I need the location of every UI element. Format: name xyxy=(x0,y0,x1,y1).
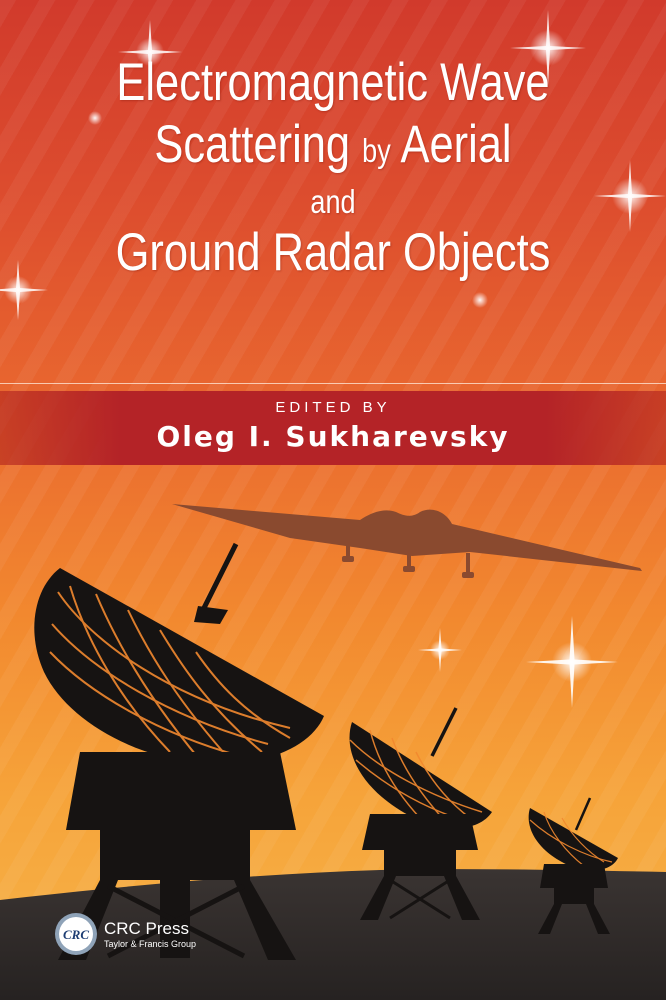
stealth-bomber-icon xyxy=(172,504,642,578)
edited-by-label: EDITED BY xyxy=(275,399,391,416)
title-line-4: Ground Radar Objects xyxy=(115,223,551,282)
sparkle-icon-8 xyxy=(88,111,102,125)
title-word-aerial: Aerial xyxy=(400,115,512,174)
sparkle-icon-2 xyxy=(510,10,586,86)
sparkle-icon-6 xyxy=(418,628,462,672)
sparkle-icon-1 xyxy=(118,20,182,84)
publisher-group: Taylor & Francis Group xyxy=(104,938,197,949)
title-divider xyxy=(0,383,666,384)
title-line-2: Scattering by Aerial xyxy=(60,114,606,182)
sparkle-icon-5 xyxy=(526,616,618,708)
publisher-logo: CRC CRC Press Taylor & Francis Group xyxy=(54,912,196,956)
editor-name: Oleg I. Sukharevsky xyxy=(156,420,510,453)
editor-band xyxy=(0,391,666,465)
sparkle-icon-7 xyxy=(472,292,488,308)
publisher-name: CRC Press xyxy=(104,918,190,938)
title-line-1: Electromagnetic Wave xyxy=(116,53,550,112)
sparkle-icon-4 xyxy=(0,260,48,320)
crc-press-logo-icon: CRC xyxy=(55,913,97,955)
publisher-text: CRC Press Taylor & Francis Group xyxy=(104,919,196,950)
crc-logo-text: CRC xyxy=(63,927,89,942)
title-line-3: and xyxy=(310,183,356,220)
book-title: Electromagnetic Wave Scattering by Aeria… xyxy=(0,52,666,284)
title-word-by: by xyxy=(362,132,391,169)
radar-dish-medium-icon xyxy=(349,707,492,920)
radar-dish-large-icon xyxy=(34,542,324,960)
title-word-scattering: Scattering xyxy=(154,115,351,174)
radar-dish-small-icon xyxy=(528,797,618,934)
sparkle-icon-3 xyxy=(594,160,666,232)
